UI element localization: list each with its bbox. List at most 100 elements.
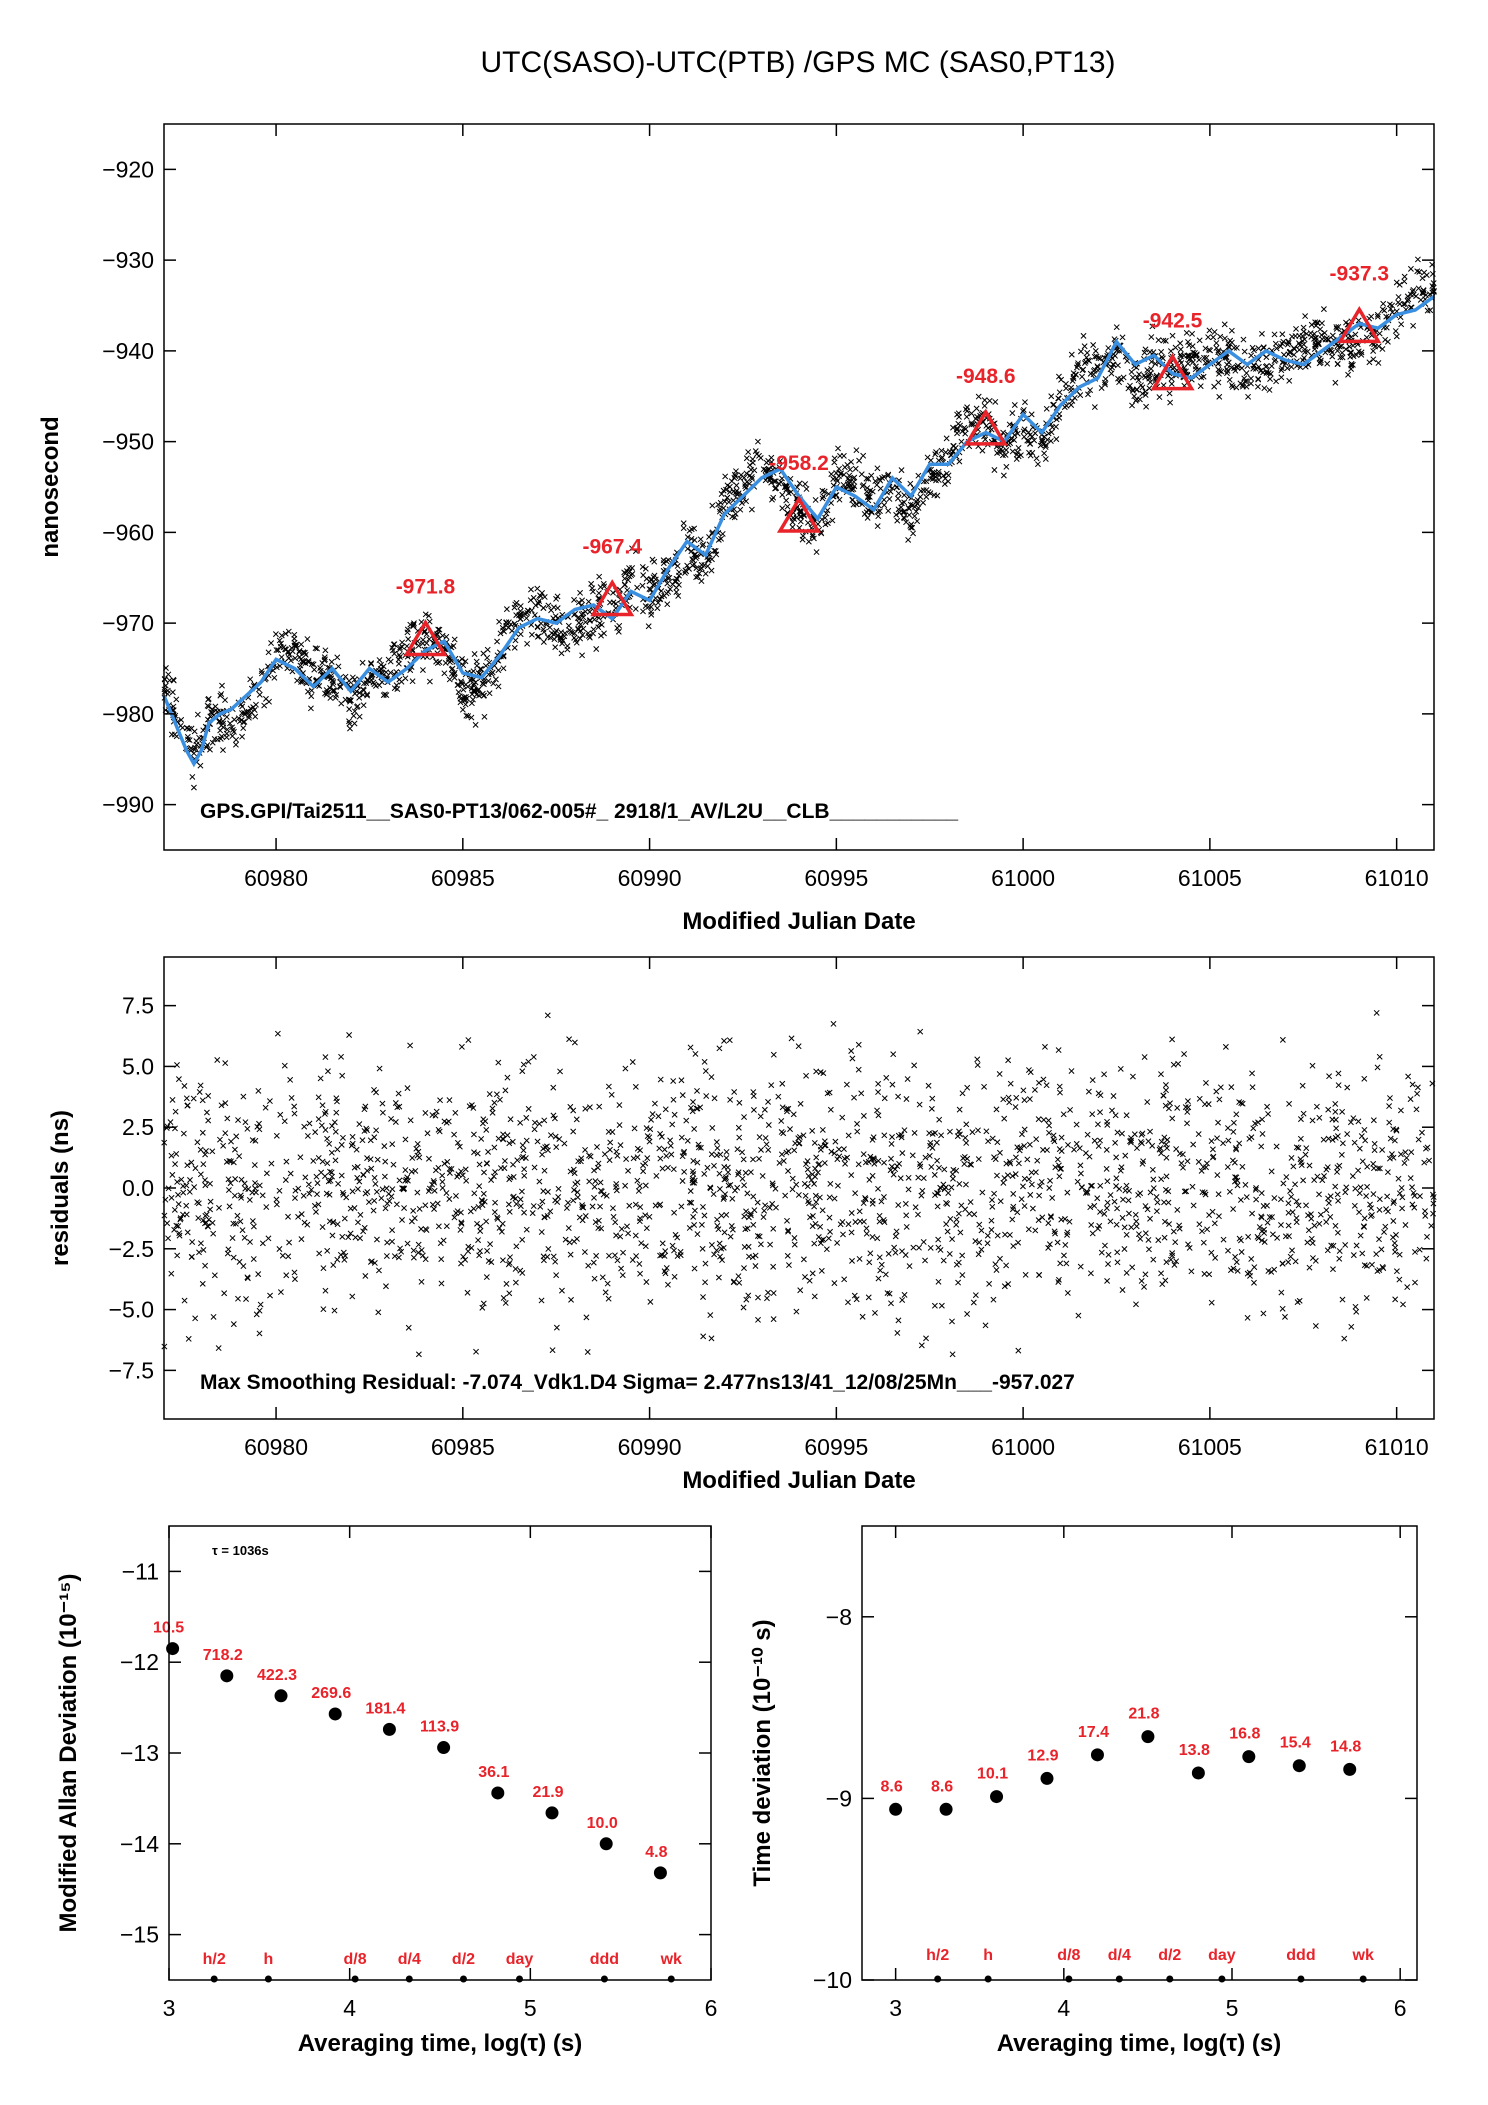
main-measurement-point: [1027, 452, 1034, 459]
residual-point: [765, 1146, 772, 1153]
main-measurement-point: [575, 599, 582, 606]
residual-point: [1036, 1271, 1043, 1278]
residual-point: [313, 1208, 319, 1215]
tdev-point-label: 8.6: [931, 1778, 953, 1795]
residual-point: [224, 1250, 231, 1257]
residual-point: [1147, 1215, 1153, 1222]
main-measurement-point: [671, 578, 678, 585]
residual-point: [1112, 1112, 1119, 1119]
residual-point: [414, 1140, 421, 1147]
residual-point: [504, 1074, 511, 1081]
residual-x-tick-label: 61010: [1365, 1434, 1429, 1460]
residual-point: [475, 1237, 482, 1244]
residual-point: [439, 1185, 446, 1191]
main-measurement-point: [173, 696, 180, 703]
residual-point: [609, 1129, 616, 1135]
main-measurement-point: [1129, 402, 1135, 409]
residual-point: [1332, 1222, 1339, 1229]
residual-point: [938, 1302, 945, 1309]
main-measurement-point: [528, 586, 534, 593]
residual-point: [708, 1242, 715, 1248]
residual-point: [407, 1042, 414, 1049]
residual-point: [577, 1158, 584, 1165]
main-measurement-point: [395, 660, 402, 667]
residual-point: [374, 1156, 381, 1163]
residual-point: [916, 1101, 923, 1108]
main-measurement-point: [1213, 340, 1220, 346]
main-measurement-point: [168, 731, 175, 738]
main-measurement-point: [227, 720, 233, 727]
main-measurement-point: [433, 658, 440, 665]
residual-point: [929, 1144, 936, 1151]
main-measurement-point: [700, 541, 707, 548]
residual-point: [483, 1126, 490, 1133]
main-measurement-point: [779, 491, 786, 498]
mdev-time-mark-label: h: [263, 1951, 273, 1968]
residual-point: [207, 1198, 214, 1205]
residual-point: [1147, 1128, 1154, 1135]
residual-point: [306, 1120, 313, 1127]
residual-point: [541, 1117, 548, 1124]
main-measurement-point: [590, 626, 597, 633]
main-measurement-point: [165, 671, 172, 678]
residual-point: [346, 1032, 353, 1038]
main-measurement-point: [823, 510, 830, 517]
main-measurement-point: [601, 630, 607, 637]
tdev-time-mark-label: d/8: [1057, 1947, 1080, 1964]
main-measurement-point: [588, 580, 595, 587]
residual-point: [911, 1062, 918, 1069]
main-measurement-point: [1189, 330, 1196, 337]
main-measurement-point: [694, 573, 701, 580]
residual-point: [1061, 1252, 1067, 1259]
residual-point: [811, 1240, 818, 1247]
residual-point: [594, 1164, 601, 1171]
main-measurement-point: [230, 728, 237, 735]
residual-point: [1071, 1146, 1077, 1153]
residual-point: [582, 1105, 589, 1112]
residual-point: [1057, 1260, 1064, 1267]
residual-point: [959, 1272, 966, 1278]
residual-point: [672, 1231, 679, 1238]
residual-point: [552, 1258, 559, 1265]
residual-point: [277, 1289, 284, 1296]
main-measurement-point: [956, 458, 963, 465]
main-measurement-point: [718, 491, 725, 497]
residual-point: [525, 1058, 532, 1065]
residual-point: [1287, 1188, 1294, 1194]
residual-point: [217, 1136, 223, 1143]
residual-point: [1035, 1116, 1042, 1123]
residual-point: [904, 1076, 911, 1083]
residual-point: [446, 1097, 453, 1104]
tdev-time-mark-dot: [984, 1975, 992, 1983]
residual-point: [897, 1175, 904, 1182]
residual-point: [354, 1186, 361, 1193]
main-measurement-point: [1156, 394, 1163, 401]
residual-point: [841, 1146, 847, 1153]
residual-point: [1421, 1159, 1428, 1166]
residual-point: [881, 1159, 888, 1166]
residual-point: [679, 1178, 686, 1184]
residual-point: [1073, 1121, 1080, 1128]
main-measurement-point: [396, 646, 403, 653]
main-measurement-point: [999, 452, 1006, 459]
residual-point: [538, 1297, 545, 1304]
main-measurement-point: [328, 673, 334, 679]
residual-point: [678, 1134, 685, 1141]
residual-point: [983, 1128, 990, 1135]
main-measurement-point: [1346, 343, 1353, 350]
residual-point: [1339, 1296, 1346, 1303]
residual-point: [964, 1311, 971, 1317]
residual-point: [1236, 1235, 1243, 1242]
residual-point: [1358, 1133, 1365, 1140]
residual-point: [1184, 1158, 1191, 1165]
residual-point: [207, 1206, 214, 1213]
residual-point: [1015, 1239, 1022, 1246]
main-measurement-point: [1014, 430, 1021, 437]
residual-point: [891, 1244, 898, 1251]
main-measurement-point: [860, 452, 867, 459]
residual-point: [1424, 1144, 1431, 1151]
residual-point: [1094, 1195, 1101, 1202]
residual-point: [1379, 1146, 1386, 1153]
residual-point: [298, 1236, 305, 1243]
residual-point: [1230, 1119, 1237, 1126]
